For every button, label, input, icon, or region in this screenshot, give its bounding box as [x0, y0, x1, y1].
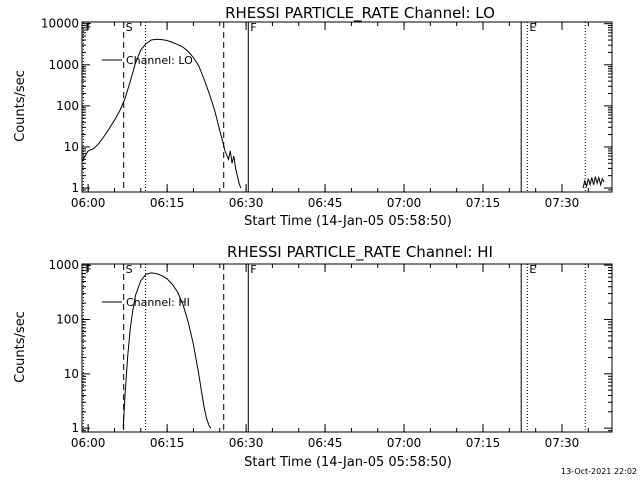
x-tick-label: 06:15	[150, 196, 185, 210]
plot-frame	[81, 263, 613, 433]
x-tick-label: 06:30	[229, 196, 264, 210]
y-tick-label: 10	[64, 367, 79, 381]
x-tick-label: 06:45	[308, 196, 343, 210]
series-line	[582, 175, 605, 189]
x-tick-label: 07:00	[387, 436, 422, 450]
y-tick-label: 1000	[48, 258, 79, 272]
panel-lo: RHESSI PARTICLE_RATE Channel: LO Counts/…	[13, 4, 613, 229]
plot-frame	[81, 21, 613, 193]
footer-timestamp: 13-Oct-2021 22:02	[561, 467, 637, 476]
legend-label: Channel: HI	[126, 296, 190, 309]
event-marker-label: F	[85, 21, 91, 34]
x-tick-label: 07:15	[466, 436, 501, 450]
x-tick-label: 06:15	[150, 436, 185, 450]
event-marker-label: F	[250, 263, 256, 276]
series-line	[122, 272, 212, 429]
event-marker-label: F	[250, 21, 256, 34]
series-line	[81, 38, 242, 189]
chart-title-hi: RHESSI PARTICLE_RATE Channel: HI	[227, 243, 493, 262]
y-tick-label: 100	[56, 312, 79, 326]
x-tick-label: 06:00	[71, 196, 106, 210]
x-tick-label: 06:45	[308, 436, 343, 450]
legend-label: Channel: LO	[126, 54, 193, 67]
x-axis-label-hi: Start Time (14-Jan-05 05:58:50)	[244, 455, 452, 470]
y-tick-label: 1000	[48, 58, 79, 72]
event-marker-label: E	[529, 263, 536, 276]
event-marker-label: S	[126, 263, 133, 276]
event-marker-label: S	[126, 21, 133, 34]
x-tick-label: 06:30	[229, 436, 264, 450]
y-tick-label: 100	[56, 99, 79, 113]
y-tick-label: 10000	[41, 17, 79, 31]
chart-title-lo: RHESSI PARTICLE_RATE Channel: LO	[225, 4, 495, 23]
event-marker-label: F	[85, 263, 91, 276]
y-axis-label-lo: Counts/sec	[13, 70, 28, 142]
event-marker-label: E	[529, 21, 536, 34]
panel-hi: RHESSI PARTICLE_RATE Channel: HI Counts/…	[13, 243, 613, 470]
y-axis-label-hi: Counts/sec	[13, 311, 28, 383]
x-tick-label: 07:15	[466, 196, 501, 210]
y-tick-label: 1	[71, 181, 79, 195]
x-tick-label: 06:00	[71, 436, 106, 450]
y-tick-label: 10	[64, 140, 79, 154]
x-tick-label: 07:30	[545, 196, 580, 210]
x-axis-label-lo: Start Time (14-Jan-05 05:58:50)	[244, 214, 452, 229]
x-tick-label: 07:30	[545, 436, 580, 450]
x-tick-label: 07:00	[387, 196, 422, 210]
y-tick-label: 1	[71, 421, 79, 435]
